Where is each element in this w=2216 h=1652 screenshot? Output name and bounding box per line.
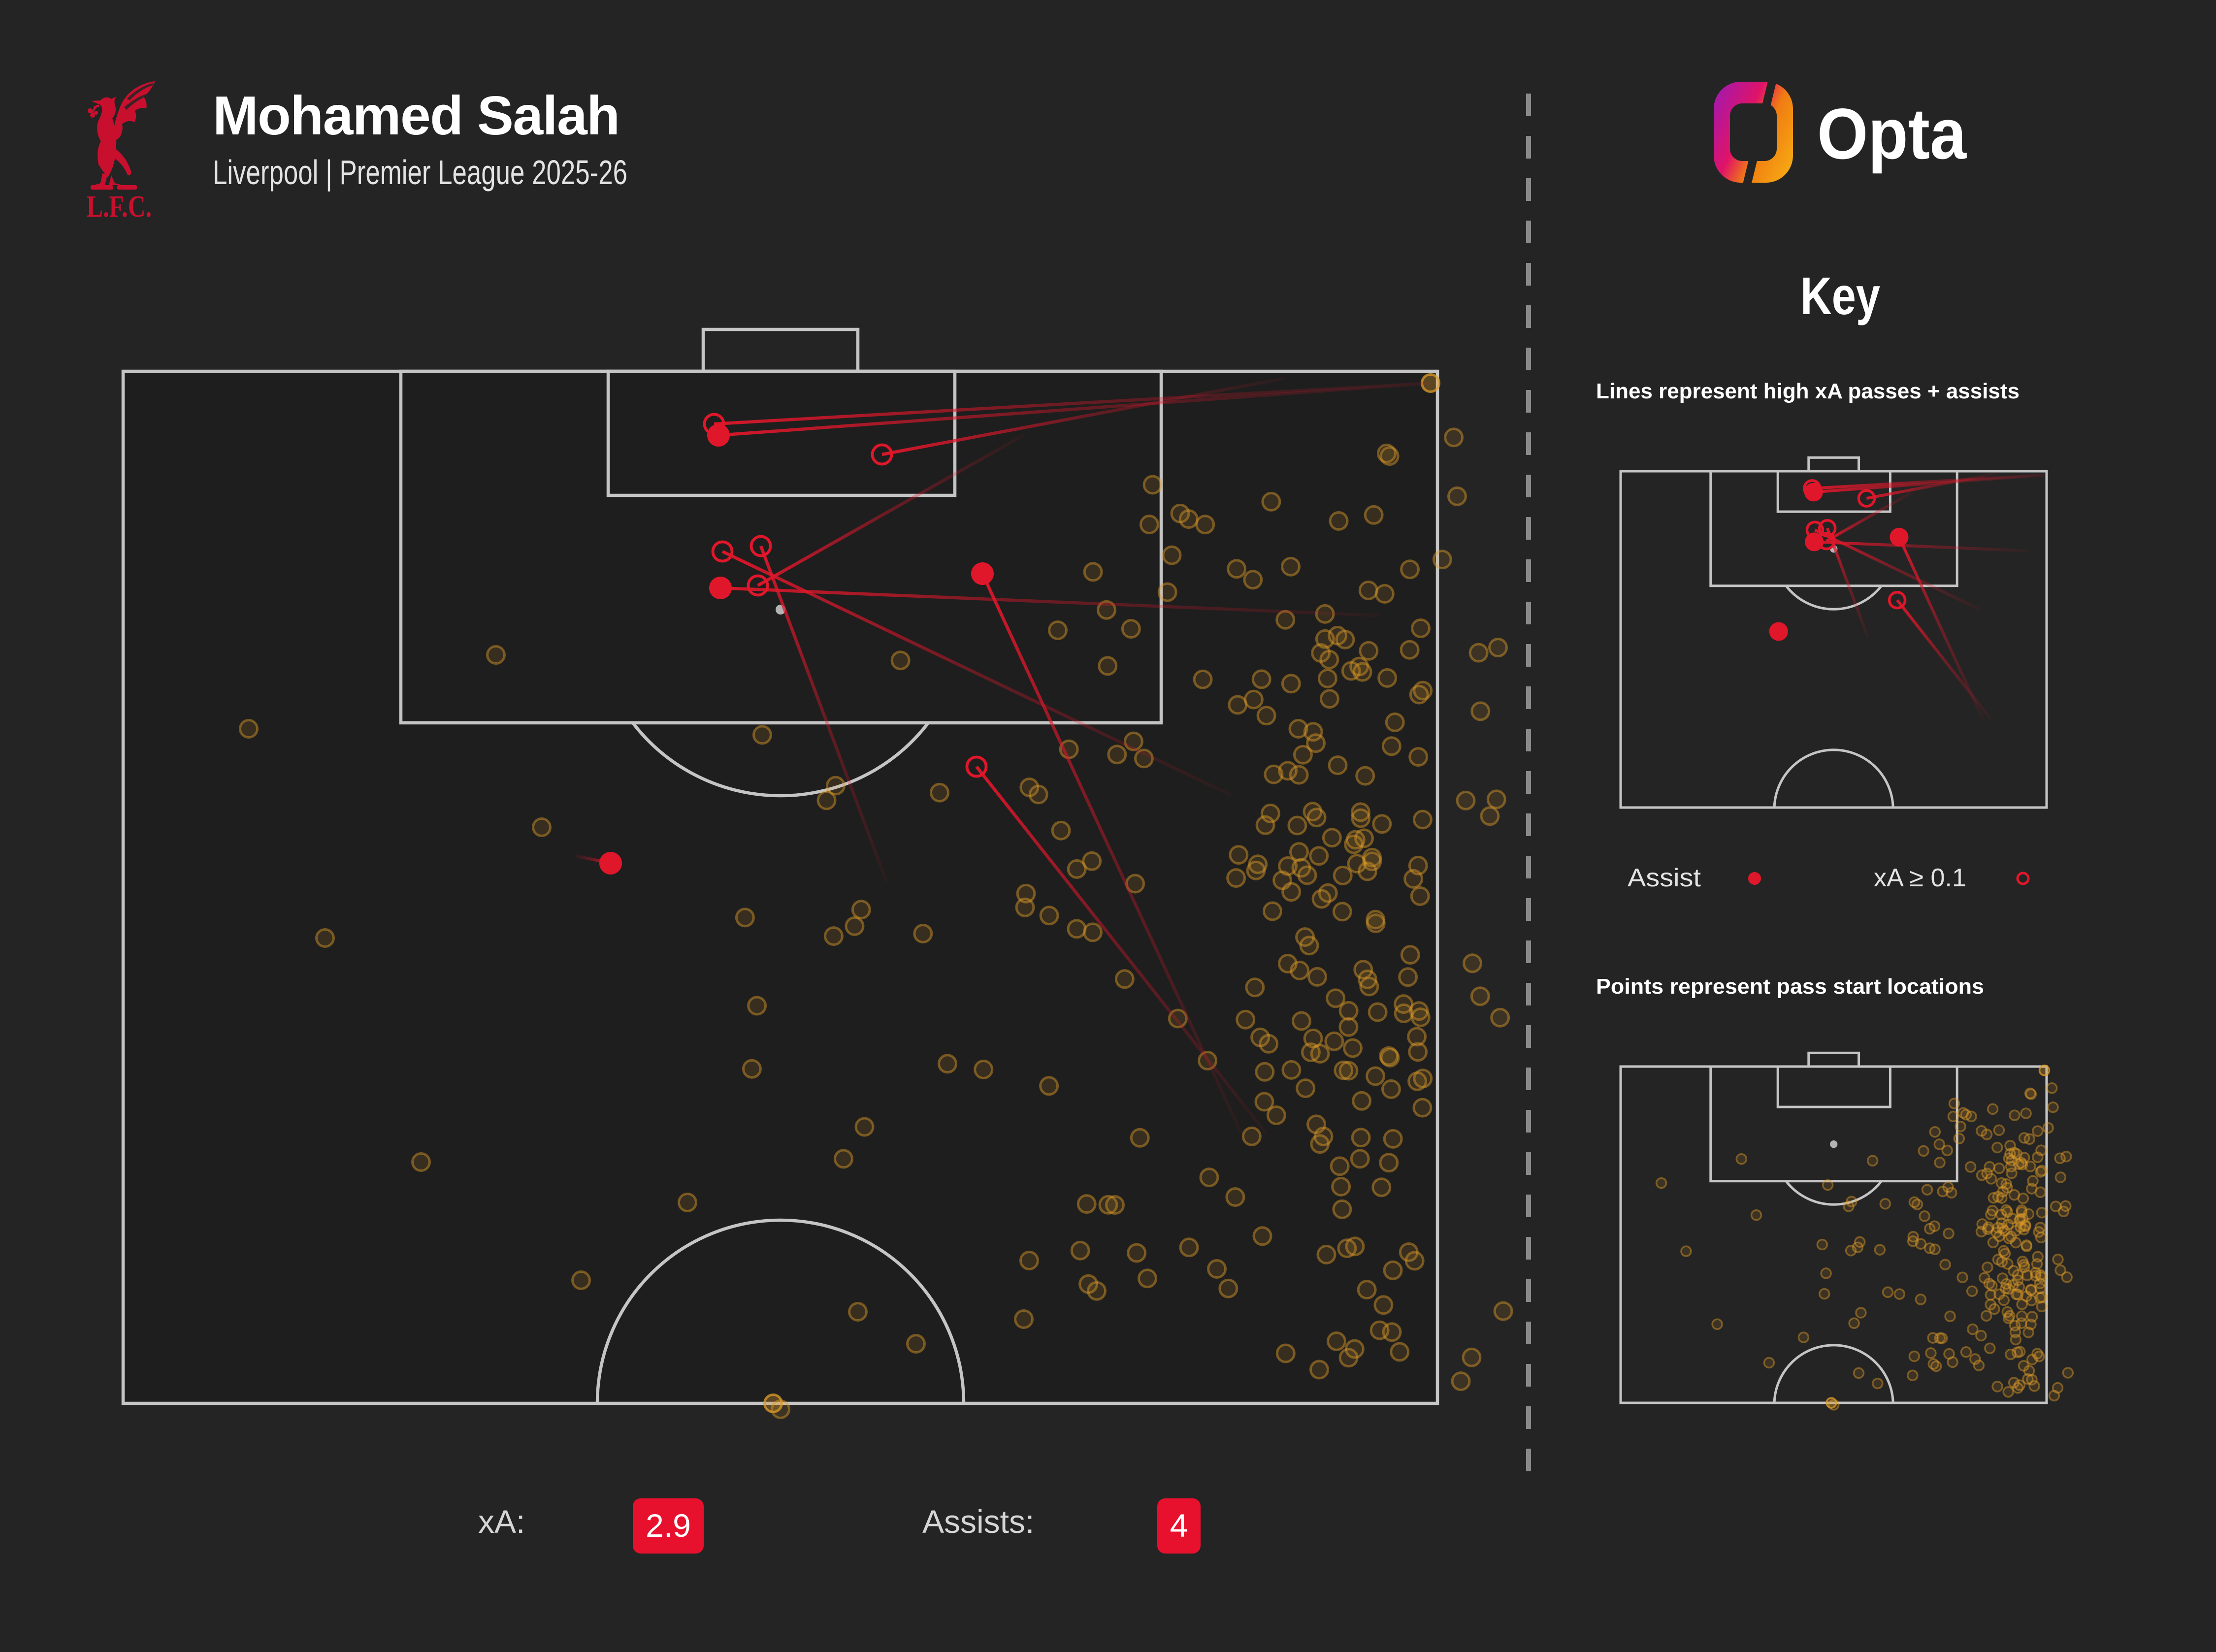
svg-text:Key: Key [1800, 266, 1880, 325]
svg-text:Opta: Opta [1817, 94, 1967, 174]
svg-text:xA ≥ 0.1: xA ≥ 0.1 [1874, 864, 1966, 892]
svg-text:L.F.C.: L.F.C. [87, 190, 152, 224]
svg-text:Lines represent high xA passes: Lines represent high xA passes + assists [1596, 379, 2020, 403]
svg-text:Points represent pass start lo: Points represent pass start locations [1596, 974, 1984, 999]
svg-text:Mohamed Salah: Mohamed Salah [213, 85, 620, 146]
svg-text:xA:: xA: [478, 1503, 525, 1540]
svg-text:Liverpool | Premier League 202: Liverpool | Premier League 2025-26 [213, 153, 627, 192]
svg-text:Assists:: Assists: [922, 1503, 1034, 1540]
svg-text:4: 4 [1170, 1507, 1188, 1544]
svg-text:Assist: Assist [1628, 864, 1701, 892]
svg-text:2.9: 2.9 [646, 1507, 691, 1544]
